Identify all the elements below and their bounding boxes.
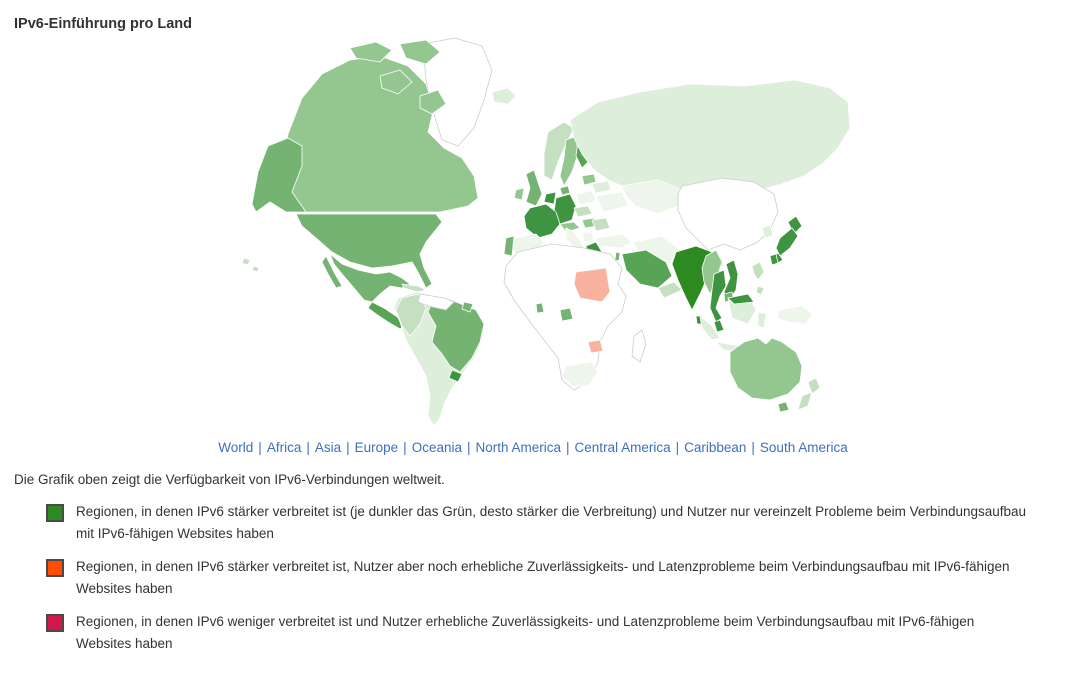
country-uk[interactable] — [525, 169, 542, 207]
country-japan[interactable] — [775, 227, 798, 257]
country-russia[interactable] — [569, 79, 850, 197]
country-zimbabwe[interactable] — [587, 339, 603, 354]
intro-text: Die Grafik oben zeigt die Verfügbarkeit … — [14, 472, 445, 487]
nav-separator: | — [675, 440, 680, 455]
country-usa[interactable] — [295, 213, 442, 289]
country-venezuela[interactable] — [417, 293, 454, 311]
country-uruguay[interactable] — [448, 369, 462, 383]
nav-separator: | — [403, 440, 407, 455]
country-indonesia[interactable] — [757, 311, 766, 329]
nav-link-caribbean[interactable]: Caribbean — [684, 440, 747, 455]
country-canada[interactable] — [349, 41, 392, 63]
country-philippines[interactable] — [755, 285, 764, 296]
region-nav: World | Africa | Asia | Europe | Oceania | North A… — [0, 440, 1066, 455]
nav-separator: | — [306, 440, 310, 455]
country-hawaii[interactable] — [241, 257, 250, 266]
legend-item-1: Regionen, in denen IPv6 stärker verbreit… — [46, 501, 1066, 545]
country-turkey[interactable] — [595, 233, 632, 249]
legend-swatch-3 — [46, 614, 64, 632]
country-taiwan[interactable] — [769, 253, 778, 266]
country-cuba[interactable] — [401, 283, 426, 293]
legend-swatch-2 — [46, 559, 64, 577]
country-french-guiana[interactable] — [461, 301, 473, 313]
country-australia[interactable] — [729, 337, 802, 401]
country-thailand[interactable] — [709, 269, 726, 323]
country-philippines[interactable] — [751, 261, 764, 281]
country-china[interactable] — [677, 177, 778, 251]
country-alaska[interactable] — [251, 137, 306, 213]
legend: Regionen, in denen IPv6 stärker verbreit… — [46, 501, 1066, 655]
country-saudi-arabia[interactable] — [621, 249, 672, 289]
country-poland[interactable] — [575, 190, 596, 206]
country-sudan[interactable] — [573, 267, 610, 303]
legend-swatch-1 — [46, 504, 64, 522]
country-indonesia[interactable] — [699, 315, 720, 341]
region-middle-east[interactable] — [633, 235, 678, 265]
nav-link-europe[interactable]: Europe — [354, 440, 399, 455]
country-malaysia[interactable] — [713, 319, 724, 333]
region-baltics[interactable] — [581, 173, 596, 186]
country-south-africa[interactable] — [561, 361, 598, 387]
country-canada[interactable] — [399, 39, 440, 65]
nav-link-north-america[interactable]: North America — [475, 440, 562, 455]
country-malaysia[interactable] — [727, 293, 754, 305]
nav-link-africa[interactable]: Africa — [266, 440, 302, 455]
country-ghana[interactable] — [535, 302, 544, 314]
world-map — [230, 36, 855, 431]
country-norway[interactable] — [543, 121, 574, 181]
region-central-america[interactable] — [367, 301, 406, 330]
region-yemen-oman[interactable] — [657, 281, 682, 299]
country-ireland[interactable] — [513, 187, 524, 201]
country-israel[interactable] — [614, 251, 620, 262]
legend-item-3: Regionen, in denen IPv6 weniger verbreit… — [46, 611, 1066, 655]
country-romania[interactable] — [591, 217, 610, 232]
region-central-asia[interactable] — [621, 179, 682, 215]
nav-separator: | — [751, 440, 755, 455]
region-alps[interactable] — [559, 221, 580, 233]
nav-link-central-america[interactable]: Central America — [574, 440, 671, 455]
country-korea[interactable] — [761, 224, 773, 239]
nav-separator: | — [258, 440, 262, 455]
nav-separator: | — [566, 440, 570, 455]
country-denmark[interactable] — [559, 185, 570, 196]
country-canada[interactable] — [379, 69, 412, 95]
legend-item-2: Regionen, in denen IPv6 stärker verbreit… — [46, 556, 1066, 600]
country-madagascar[interactable] — [631, 329, 646, 363]
region-czech-slovakia[interactable] — [573, 205, 592, 218]
country-brazil[interactable] — [427, 297, 484, 373]
country-mexico[interactable] — [329, 253, 410, 303]
country-portugal[interactable] — [503, 235, 514, 257]
country-new-zealand[interactable] — [797, 391, 812, 411]
country-new-guinea[interactable] — [777, 305, 812, 325]
country-canada[interactable] — [419, 89, 446, 115]
country-gabon[interactable] — [559, 307, 573, 322]
country-mexico[interactable] — [321, 255, 342, 289]
nav-link-south-america[interactable]: South America — [759, 440, 848, 455]
country-hawaii[interactable] — [251, 265, 259, 273]
country-iceland[interactable] — [491, 87, 516, 105]
region-balkans[interactable] — [581, 231, 594, 243]
page-title: IPv6-Einführung pro Land — [14, 16, 193, 32]
country-tasmania[interactable] — [777, 401, 789, 413]
nav-link-oceania[interactable]: Oceania — [411, 440, 462, 455]
country-new-zealand[interactable] — [807, 377, 820, 395]
nav-link-asia[interactable]: Asia — [314, 440, 342, 455]
nav-separator: | — [466, 440, 471, 455]
legend-text-2: Regionen, in denen IPv6 stärker verbreit… — [76, 559, 1010, 596]
country-ukraine[interactable] — [595, 191, 628, 213]
legend-text-1: Regionen, in denen IPv6 stärker verbreit… — [76, 504, 1027, 541]
nav-link-world[interactable]: World — [218, 440, 254, 455]
nav-separator: | — [346, 440, 350, 455]
country-france[interactable] — [523, 203, 560, 239]
country-belarus[interactable] — [591, 180, 611, 194]
region-benelux[interactable] — [543, 191, 556, 205]
legend-text-3: Regionen, in denen IPv6 weniger verbreit… — [76, 614, 975, 651]
